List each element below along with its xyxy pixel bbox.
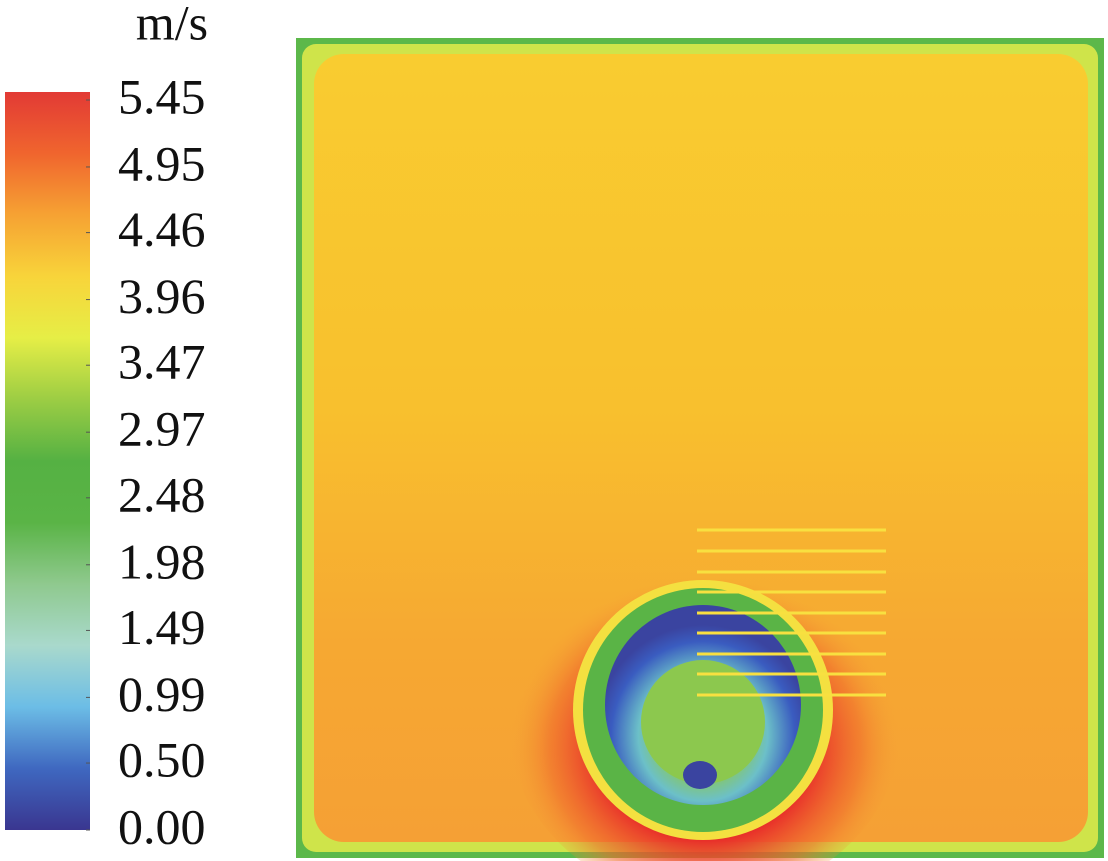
- colorbar-tick-label: 0.99: [118, 666, 206, 722]
- colorbar-tick-label: 2.97: [118, 401, 206, 457]
- colorbar-tick-label: 4.95: [118, 135, 206, 191]
- colorbar-title: m/s: [136, 0, 208, 50]
- colorbar-tick-label: 1.49: [118, 599, 206, 655]
- colorbar-tick-label: 0.00: [118, 798, 206, 854]
- contour-field: [296, 38, 1104, 861]
- colorbar-tick-label: 2.48: [118, 466, 206, 522]
- colorbar: [5, 92, 90, 830]
- colorbar-tick-label: 1.98: [118, 533, 206, 589]
- colorbar-tick-label: 4.46: [118, 201, 206, 257]
- colorbar-tick-label: 0.50: [118, 731, 206, 787]
- colorbar-tick-label: 3.47: [118, 334, 206, 390]
- colorbar-tick-label: 5.45: [118, 68, 206, 124]
- colorbar-tick-label: 3.96: [118, 268, 206, 324]
